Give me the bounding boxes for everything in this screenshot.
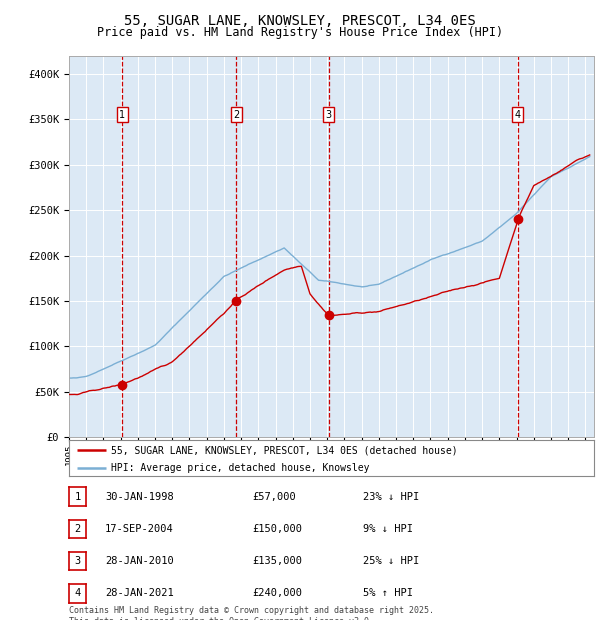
Text: 1: 1 xyxy=(74,492,80,502)
Text: 30-JAN-1998: 30-JAN-1998 xyxy=(105,492,174,502)
Text: 2: 2 xyxy=(233,110,239,120)
Text: £150,000: £150,000 xyxy=(252,524,302,534)
Text: Price paid vs. HM Land Registry's House Price Index (HPI): Price paid vs. HM Land Registry's House … xyxy=(97,26,503,39)
Text: 28-JAN-2021: 28-JAN-2021 xyxy=(105,588,174,598)
Text: 3: 3 xyxy=(74,556,80,566)
Text: 4: 4 xyxy=(515,110,521,120)
Text: HPI: Average price, detached house, Knowsley: HPI: Average price, detached house, Know… xyxy=(111,463,370,473)
Text: Contains HM Land Registry data © Crown copyright and database right 2025.
This d: Contains HM Land Registry data © Crown c… xyxy=(69,606,434,620)
Text: 3: 3 xyxy=(326,110,332,120)
Text: 23% ↓ HPI: 23% ↓ HPI xyxy=(363,492,419,502)
Text: 2: 2 xyxy=(74,524,80,534)
Text: 28-JAN-2010: 28-JAN-2010 xyxy=(105,556,174,566)
Text: 1: 1 xyxy=(119,110,125,120)
Text: 17-SEP-2004: 17-SEP-2004 xyxy=(105,524,174,534)
Text: 55, SUGAR LANE, KNOWSLEY, PRESCOT, L34 0ES (detached house): 55, SUGAR LANE, KNOWSLEY, PRESCOT, L34 0… xyxy=(111,445,458,455)
Text: 55, SUGAR LANE, KNOWSLEY, PRESCOT, L34 0ES: 55, SUGAR LANE, KNOWSLEY, PRESCOT, L34 0… xyxy=(124,14,476,28)
Text: 25% ↓ HPI: 25% ↓ HPI xyxy=(363,556,419,566)
Text: 4: 4 xyxy=(74,588,80,598)
Text: £240,000: £240,000 xyxy=(252,588,302,598)
Text: £135,000: £135,000 xyxy=(252,556,302,566)
Text: 9% ↓ HPI: 9% ↓ HPI xyxy=(363,524,413,534)
Text: £57,000: £57,000 xyxy=(252,492,296,502)
Text: 5% ↑ HPI: 5% ↑ HPI xyxy=(363,588,413,598)
